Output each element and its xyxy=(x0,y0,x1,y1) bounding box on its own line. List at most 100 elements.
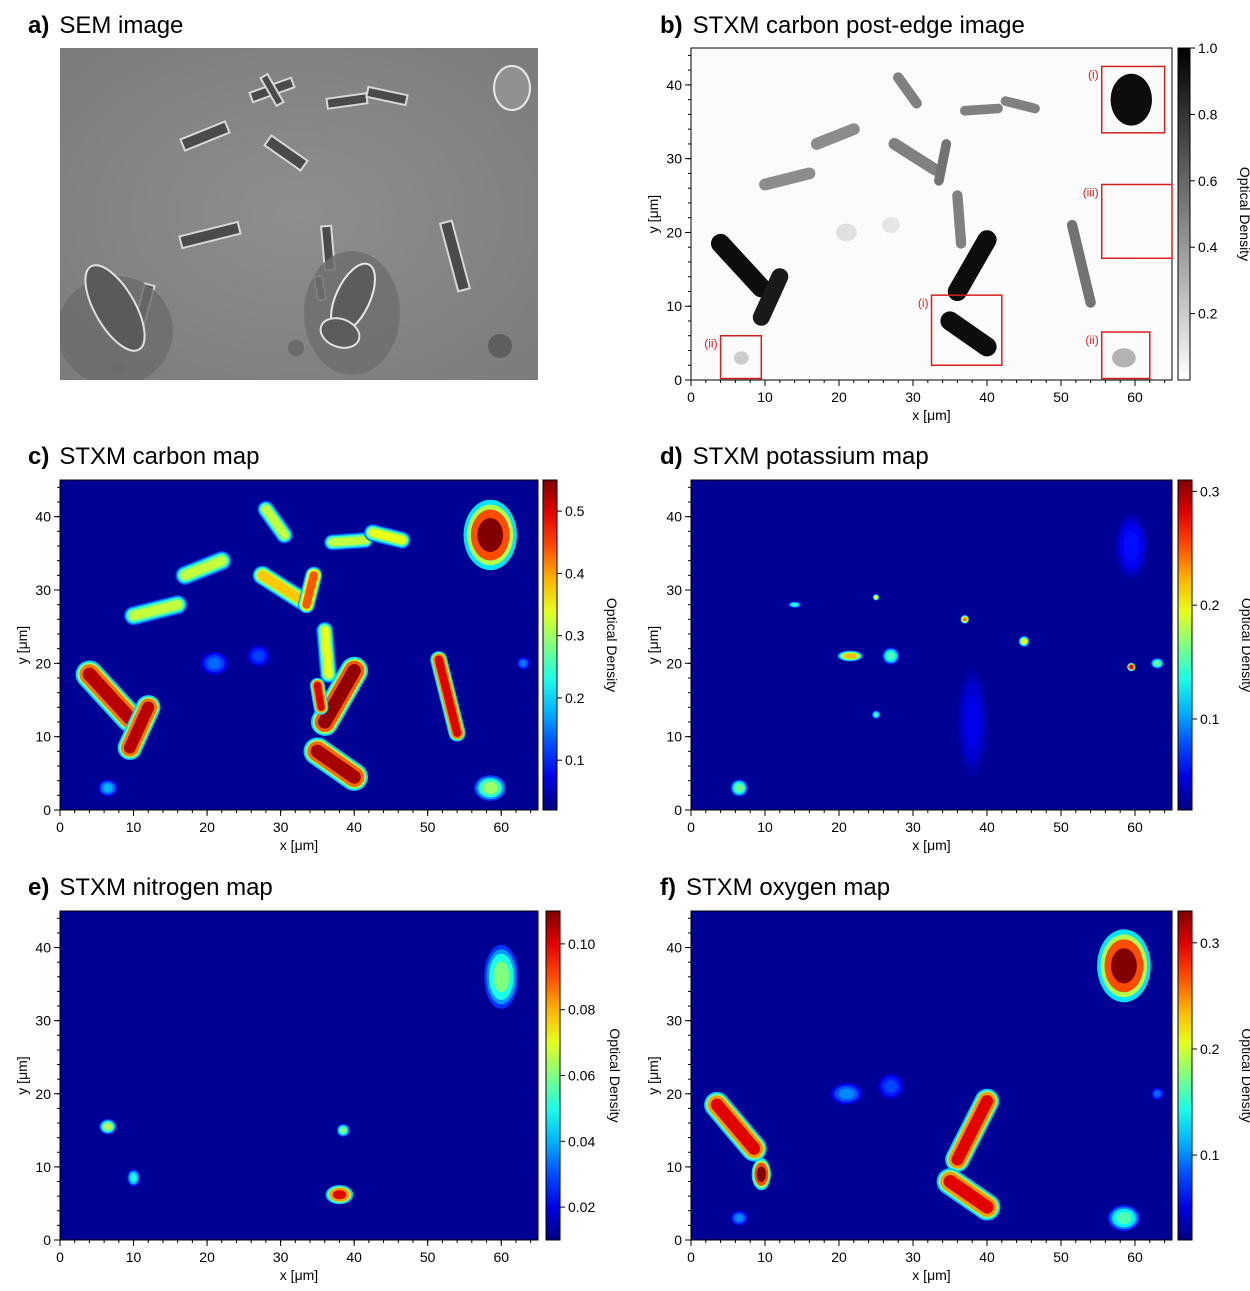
plot-frame xyxy=(59,910,539,1241)
colorbar-tick-label: 1.0 xyxy=(1198,40,1218,56)
plot-background xyxy=(691,480,1172,810)
colorbar-tick-label: 0.6 xyxy=(1198,173,1218,189)
chart-d: 0 10 20 30 40 50 60 0 10 20 30 40 x [μm] y [μm] 0.1 0.2… xyxy=(645,479,1250,853)
feature-7-level-3 xyxy=(1021,638,1027,644)
colorbar xyxy=(542,479,558,811)
y-tick-label: 10 xyxy=(35,1159,51,1175)
y-tick-label: 20 xyxy=(666,224,682,240)
colorbar-tick-label: 0.8 xyxy=(1198,106,1218,122)
feature-13-level-3 xyxy=(434,655,462,738)
y-tick-label: 30 xyxy=(35,1013,51,1029)
feature-14-level-0 xyxy=(1112,348,1136,368)
colorbar-label: Optical Density xyxy=(604,598,620,692)
panel-c-title: c) STXM carbon map xyxy=(28,443,260,470)
feature-8-level-3 xyxy=(734,1214,744,1222)
colorbar xyxy=(1177,479,1193,811)
x-tick-label: 30 xyxy=(905,1249,921,1265)
x-tick-label: 60 xyxy=(1127,1249,1143,1265)
feature-1-level-3 xyxy=(756,1166,766,1182)
feature-7-level-0 xyxy=(952,190,967,249)
feature-8-level-0 xyxy=(947,230,997,302)
panel-a-title: a) SEM image xyxy=(28,12,184,39)
x-axis-label: x [μm] xyxy=(912,1267,950,1283)
annotation-box xyxy=(1100,65,1166,134)
feature-3-level-3 xyxy=(180,556,227,580)
x-tick-label: 40 xyxy=(979,1249,995,1265)
panel-b-title: b) STXM carbon post-edge image xyxy=(660,12,1025,39)
feature-16-level-0 xyxy=(836,223,857,242)
feature-16-level-3 xyxy=(207,657,222,669)
feature-5-level-3 xyxy=(1116,1211,1132,1225)
colorbar-tick-label: 0.1 xyxy=(1200,711,1220,727)
x-tick-label: 60 xyxy=(1127,389,1143,405)
colorbar-tick-label: 0.10 xyxy=(568,936,595,952)
x-tick-label: 40 xyxy=(979,389,995,405)
feature-3-level-3 xyxy=(943,1175,994,1214)
colorbar xyxy=(1177,910,1193,1241)
feature-4-level-3 xyxy=(1110,948,1137,984)
feature-layer xyxy=(704,929,1164,1231)
x-tick-label: 30 xyxy=(905,389,921,405)
y-tick-label: 0 xyxy=(674,802,682,818)
feature-17-level-3 xyxy=(252,650,265,662)
x-tick-label: 50 xyxy=(1053,819,1069,835)
feature-6-level-3 xyxy=(838,1088,855,1099)
y-tick-label: 40 xyxy=(666,77,682,93)
feature-17-level-0 xyxy=(881,216,900,234)
feature-5-level-0 xyxy=(888,137,942,176)
x-tick-label: 40 xyxy=(979,819,995,835)
feature-9-level-3 xyxy=(874,595,878,599)
annotation-box xyxy=(1100,183,1173,260)
feature-12-level-3 xyxy=(368,528,407,545)
plot-frame xyxy=(690,479,1173,811)
x-tick-label: 60 xyxy=(493,819,509,835)
feature-layer xyxy=(710,72,1153,368)
feature-8-level-3 xyxy=(1154,660,1161,666)
y-tick-label: 10 xyxy=(35,729,51,745)
feature-11-level-3 xyxy=(328,536,370,547)
x-axis-label: x [μm] xyxy=(280,837,318,853)
y-axis-label: y [μm] xyxy=(14,1056,30,1094)
feature-8-level-3 xyxy=(318,663,361,729)
colorbar-tick-label: 0.02 xyxy=(568,1199,595,1215)
x-tick-label: 10 xyxy=(757,1249,773,1265)
y-tick-label: 0 xyxy=(43,1232,51,1248)
y-tick-label: 10 xyxy=(666,298,682,314)
y-axis-label: y [μm] xyxy=(14,626,30,664)
feature-12-level-0 xyxy=(1066,219,1096,308)
colorbar-tick-label: 0.1 xyxy=(565,752,585,768)
feature-5-level-3 xyxy=(1129,664,1134,670)
x-tick-label: 30 xyxy=(273,1249,289,1265)
feature-6-level-3 xyxy=(302,571,318,609)
colorbar-tick-label: 0.04 xyxy=(568,1133,595,1149)
y-tick-label: 30 xyxy=(666,582,682,598)
feature-7-level-3 xyxy=(320,626,333,679)
x-axis-label: x [μm] xyxy=(912,407,950,423)
annotation-box xyxy=(930,294,1003,366)
feature-layer xyxy=(730,513,1164,797)
annotation-label: (ii) xyxy=(704,337,717,351)
x-tick-label: 40 xyxy=(346,819,362,835)
feature-0-level-3 xyxy=(492,961,510,993)
feature-2-level-3 xyxy=(951,1095,993,1166)
feature-0-level-0 xyxy=(710,233,771,298)
chart-e: 0 10 20 30 40 50 60 0 10 20 30 40 x [μm] y [μm] 0.02 0.… xyxy=(14,910,623,1283)
sem-particles xyxy=(132,72,472,330)
feature-4-level-0 xyxy=(893,72,922,109)
x-tick-label: 30 xyxy=(273,819,289,835)
colorbar-tick-label: 0.1 xyxy=(1200,1147,1220,1163)
y-axis-label: y [μm] xyxy=(645,1056,661,1094)
x-tick-label: 0 xyxy=(687,819,695,835)
y-tick-label: 0 xyxy=(43,802,51,818)
y-axis-label: y [μm] xyxy=(645,195,661,233)
feature-0-level-3 xyxy=(82,667,137,726)
colorbar xyxy=(545,910,561,1241)
feature-3-level-0 xyxy=(810,123,860,150)
x-tick-label: 10 xyxy=(757,389,773,405)
y-tick-label: 20 xyxy=(35,655,51,671)
feature-layer xyxy=(99,944,519,1205)
colorbar-label: Optical Density xyxy=(607,1028,623,1122)
colorbar-tick-label: 0.4 xyxy=(1198,239,1218,255)
feature-5-level-3 xyxy=(257,570,308,606)
y-axis-label: y [μm] xyxy=(645,626,661,664)
